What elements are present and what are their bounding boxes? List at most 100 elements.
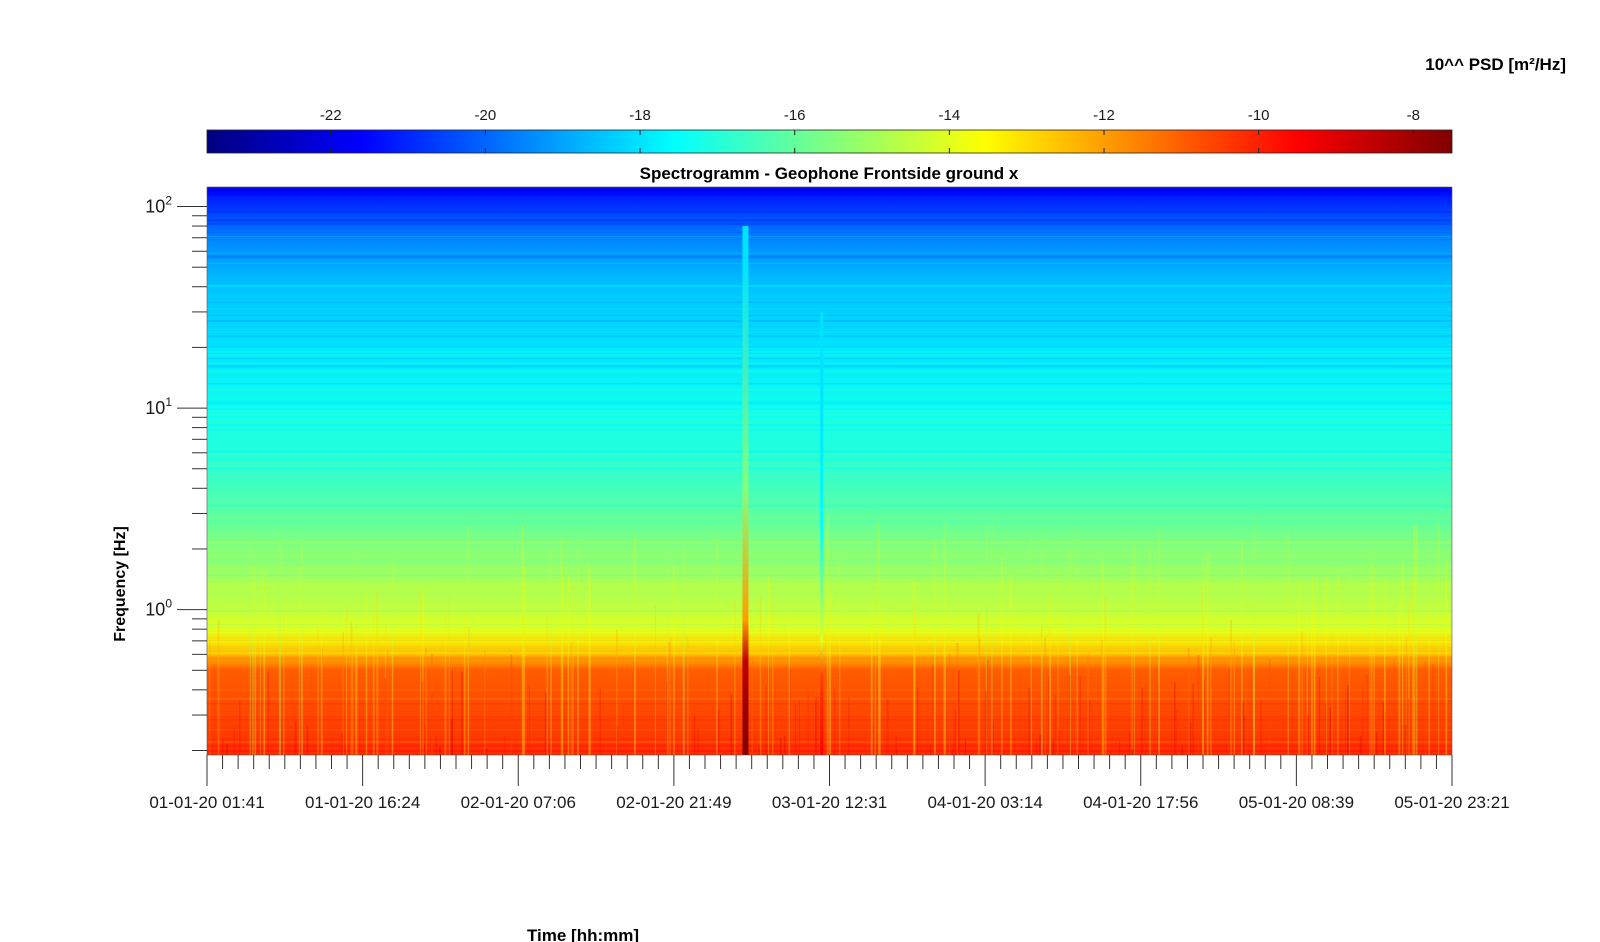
spectral-band <box>207 335 1452 337</box>
spectral-band <box>207 454 1452 456</box>
transient-streak <box>886 699 889 755</box>
transient-streak <box>1102 557 1105 755</box>
spectral-band <box>207 610 1452 613</box>
transient-streak <box>772 602 774 755</box>
transient-streak <box>815 702 817 755</box>
spectral-band <box>207 555 1452 557</box>
transient-streak <box>730 694 733 755</box>
x-axis: 01-01-20 01:41 01-01-20 16:24 02-01-20 07:… <box>149 755 1510 812</box>
spectral-band <box>207 239 1452 241</box>
transient-streak <box>1131 750 1134 755</box>
transient-streak <box>693 715 696 755</box>
transient-streak <box>588 563 590 755</box>
transient-streak <box>1375 731 1378 755</box>
transient-streak <box>1428 600 1430 755</box>
spectral-band <box>207 314 1452 318</box>
transient-streak <box>485 748 488 755</box>
transient-streak <box>1040 626 1043 755</box>
transient-streak <box>372 586 375 755</box>
transient-streak <box>878 521 880 755</box>
transient-streak <box>1173 682 1176 755</box>
transient-streak <box>1068 675 1071 755</box>
transient-streak <box>913 604 916 755</box>
colorbar-ticks: -22 -20 -18 -16 -14 -12 -10 -8 <box>320 107 1420 153</box>
transient-streak <box>1048 675 1050 755</box>
transient-streak <box>562 564 564 755</box>
y-tick-label: 100 <box>145 597 172 620</box>
transient-streak <box>1149 544 1151 755</box>
transient-streak <box>577 538 579 755</box>
transient-streak <box>214 663 216 755</box>
spectral-band <box>207 307 1452 310</box>
transient-streak <box>1133 540 1135 755</box>
transient-streak <box>1202 587 1204 755</box>
transient-streak <box>874 655 876 755</box>
spectral-band <box>207 364 1452 366</box>
transient-streak <box>550 550 552 755</box>
transient-streak <box>765 684 767 755</box>
transient-streak <box>670 637 672 755</box>
spectral-band <box>207 501 1452 504</box>
colorbar-tick-label: -8 <box>1407 107 1420 124</box>
transient-streak <box>1369 549 1371 755</box>
transient-streak <box>384 623 387 755</box>
transient-streak <box>252 565 254 755</box>
transient-streak <box>784 736 786 755</box>
spectral-band <box>207 458 1452 462</box>
transient-streak <box>1202 557 1205 755</box>
transient-streak <box>1145 684 1147 755</box>
transient-streak <box>1141 687 1143 755</box>
spectral-band <box>207 413 1452 416</box>
transient-streak <box>668 641 671 755</box>
transient-streak <box>798 700 800 755</box>
transient-streak <box>521 523 524 755</box>
transient-streak <box>751 658 753 755</box>
transient-streak <box>352 626 354 755</box>
transient-streak <box>1329 707 1331 755</box>
spectral-band <box>207 559 1452 561</box>
transient-streak <box>878 609 881 755</box>
spectral-band <box>207 738 1452 741</box>
spectral-band <box>207 262 1452 265</box>
transient-streak <box>350 623 353 755</box>
transient-streak <box>826 515 829 755</box>
spectral-band <box>207 422 1452 424</box>
spectral-band <box>207 383 1452 385</box>
transient-streak <box>263 570 266 755</box>
transient-streak <box>510 654 513 755</box>
transient-streak <box>829 589 831 755</box>
transient-streak <box>1253 599 1255 755</box>
transient-streak <box>779 738 782 755</box>
transient-streak <box>758 747 761 755</box>
transient-streak <box>431 691 433 755</box>
transient-streak <box>450 719 453 755</box>
spectral-band <box>207 565 1452 569</box>
event-mark <box>742 226 749 755</box>
transient-streak <box>444 603 447 755</box>
spectral-band <box>207 712 1452 715</box>
transient-streak <box>1233 641 1236 755</box>
transient-streak <box>1382 702 1384 755</box>
spectral-band <box>207 470 1452 472</box>
transient-streak <box>1187 648 1190 755</box>
transient-streak <box>376 591 379 755</box>
transient-streak <box>985 522 987 755</box>
colorbar: 10^^ PSD [m²/Hz] -22 -20 -18 -16 -14 -12 -10 -8 <box>206 55 1566 154</box>
transient-streak <box>964 738 966 755</box>
y-axis-label: Frequency [Hz] <box>112 526 129 642</box>
transient-streak <box>387 649 389 755</box>
transient-streak <box>544 692 547 755</box>
spectral-band <box>207 575 1452 577</box>
spectral-band <box>207 504 1452 508</box>
transient-streak <box>1028 688 1031 755</box>
spectral-band <box>207 652 1452 654</box>
spectral-band <box>207 331 1452 333</box>
transient-streak <box>1413 526 1415 755</box>
transient-streak <box>1131 565 1133 755</box>
transient-streak <box>1359 736 1362 755</box>
spectral-band <box>207 667 1452 669</box>
spectral-band <box>207 576 1452 579</box>
colorbar-tick-label: -18 <box>629 107 651 124</box>
transient-streak <box>1252 517 1255 755</box>
spectral-band <box>207 643 1452 646</box>
